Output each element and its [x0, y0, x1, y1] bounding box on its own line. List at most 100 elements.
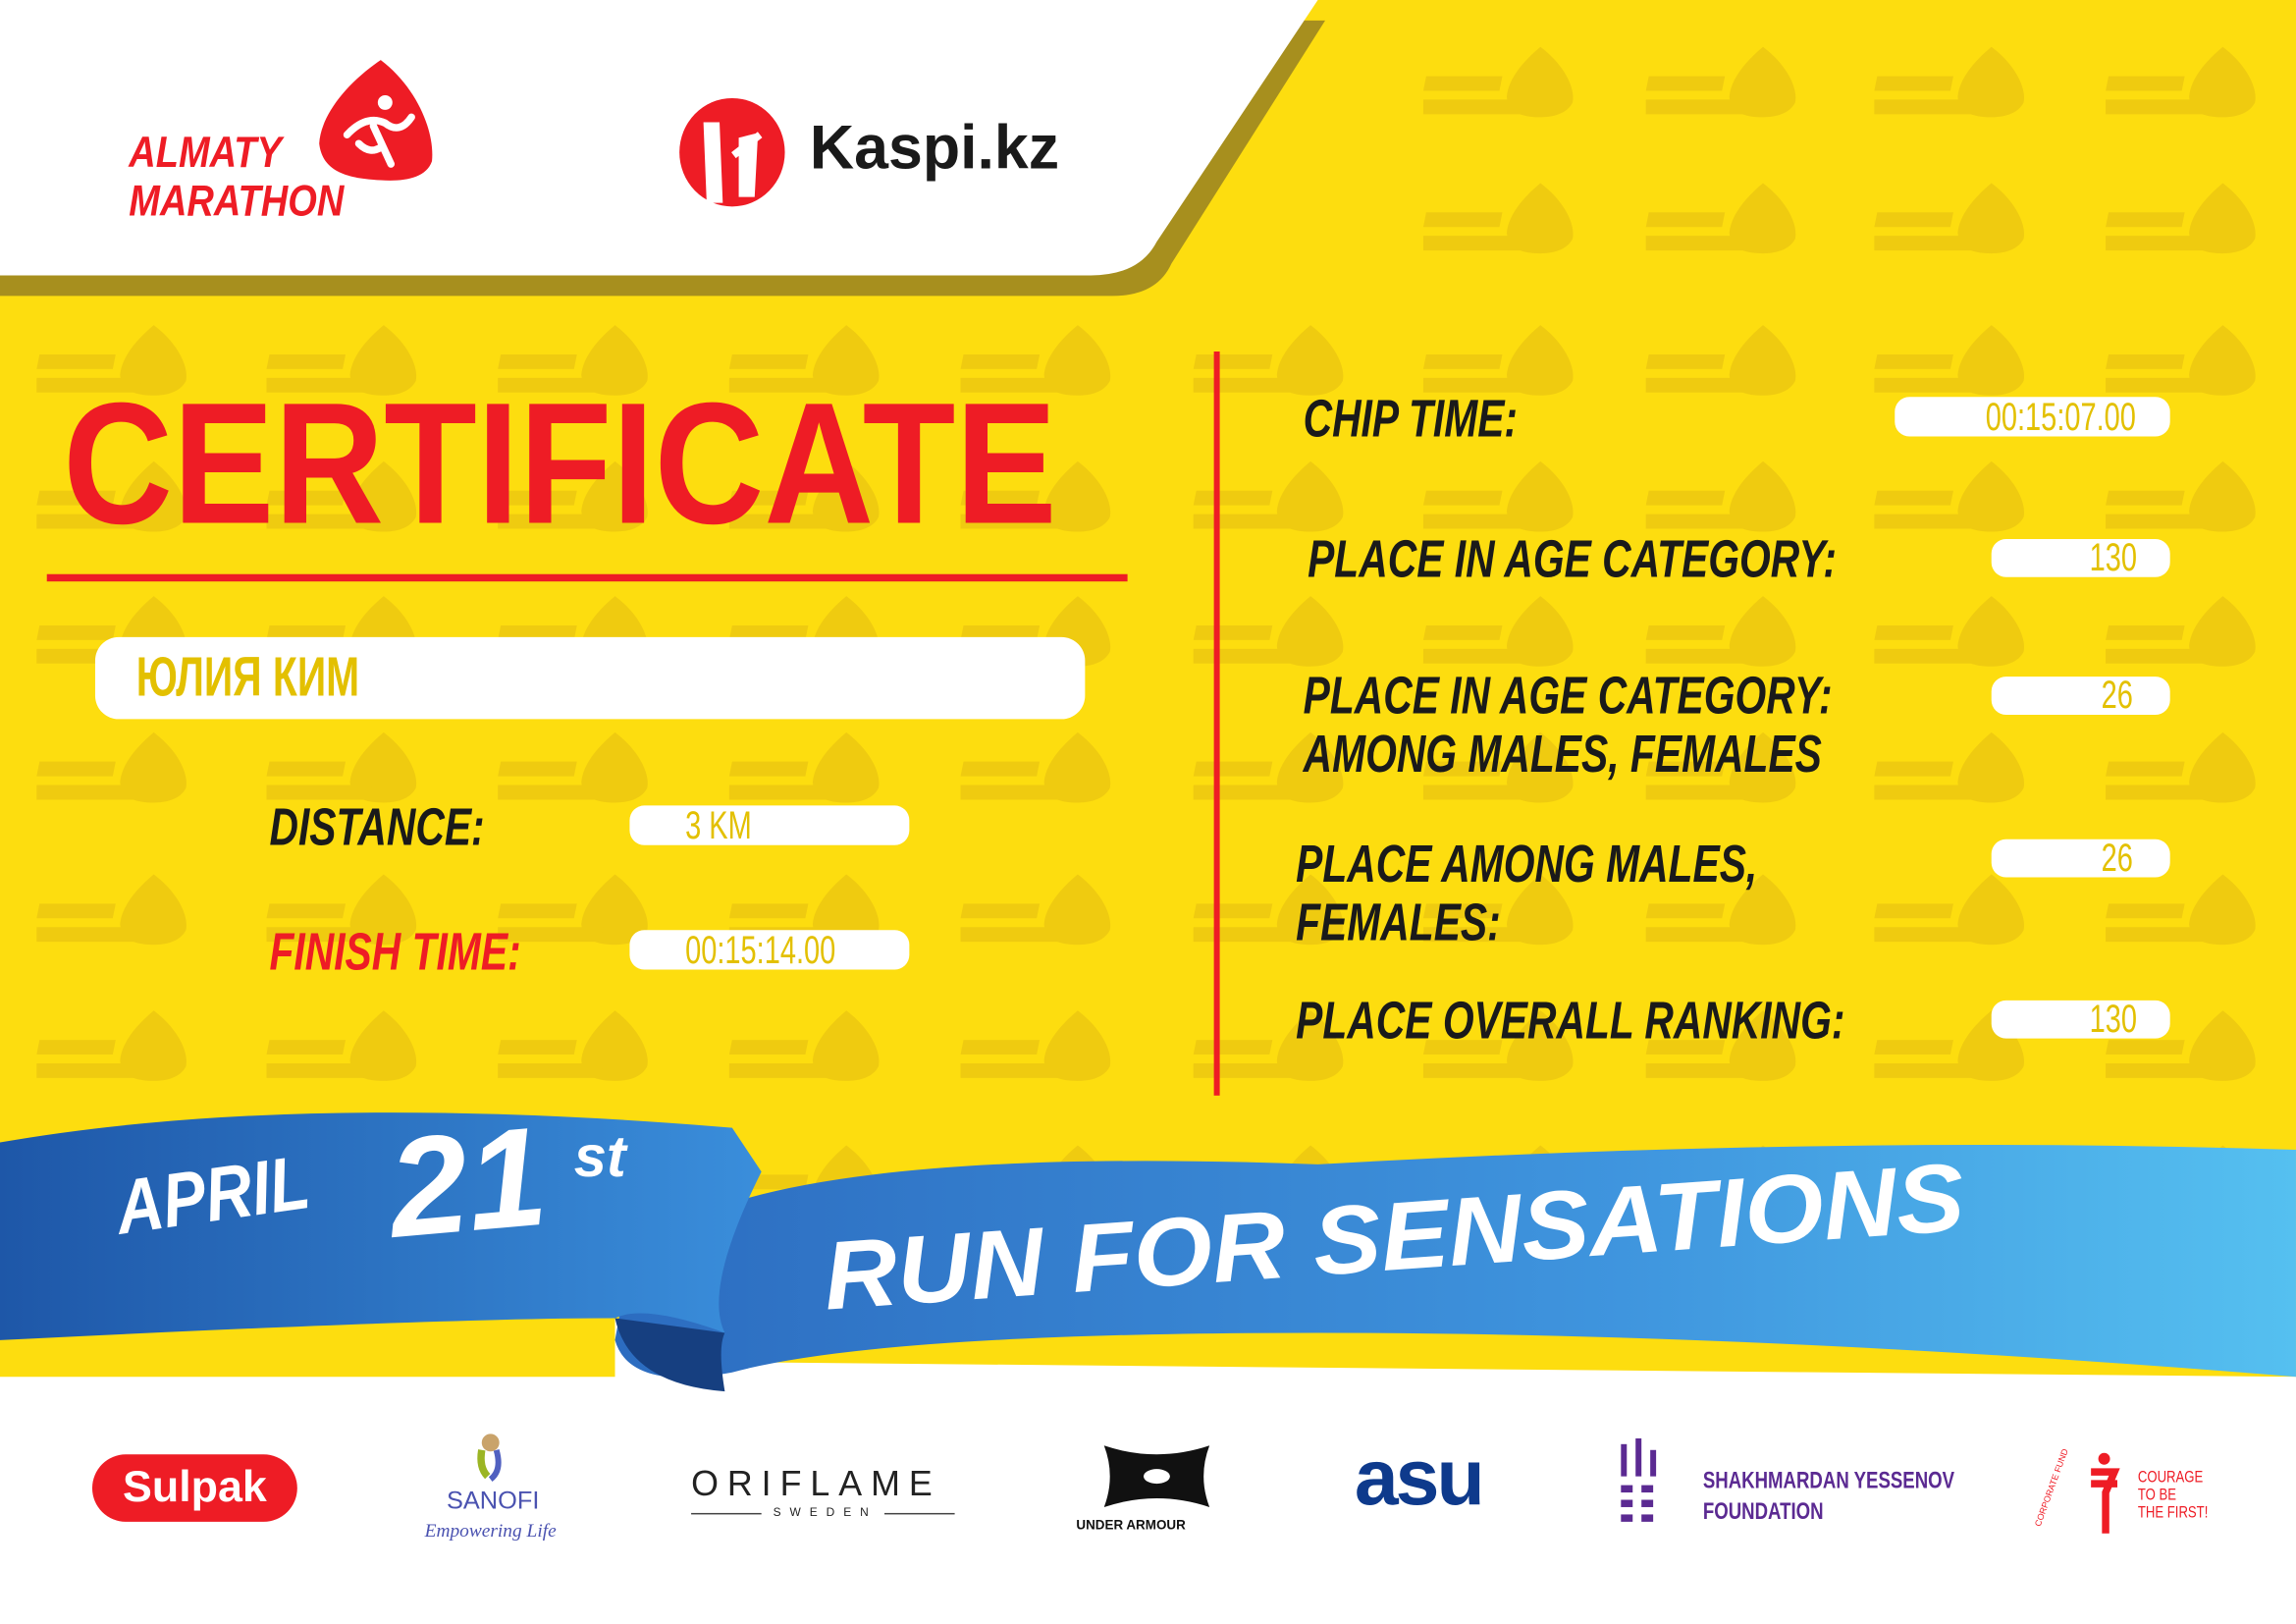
watermark-tile: [960, 874, 1122, 977]
watermark-logo-icon: [36, 731, 187, 803]
watermark-tile: [36, 1010, 197, 1113]
watermark-logo-icon: [2106, 46, 2256, 118]
watermark-tile: [1422, 325, 1584, 428]
distance-label: DISTANCE:: [269, 796, 485, 857]
courage-line1: COURAGE: [2137, 1469, 2204, 1488]
age-category-value-box: 130: [1991, 535, 2170, 579]
watermark-logo-icon: [266, 325, 417, 396]
watermark-logo-icon: [1193, 325, 1344, 396]
distance-value-box: 3 KM: [629, 805, 910, 845]
sanofi-wordmark: SANOFI: [446, 1487, 540, 1515]
watermark-logo-icon: [1422, 183, 1574, 254]
watermark-tile: [36, 460, 197, 565]
watermark-logo-icon: [1645, 460, 1796, 532]
age-gender-label-line2: AMONG MALES, FEMALES: [1303, 723, 1822, 785]
yessenov-foundation-logo: SHAKHMARDAN YESSENOV FOUNDATION: [1618, 1437, 1955, 1527]
participant-name-field: ЮЛИЯ КИМ: [94, 636, 1086, 720]
watermark-logo-icon: [960, 731, 1111, 803]
courage-line2: TO BE: [2137, 1487, 2177, 1504]
gender-place-value: 26: [2101, 836, 2133, 880]
watermark-logo-icon: [1193, 596, 1344, 667]
watermark-tile: [2106, 46, 2267, 150]
sanofi-emblem-icon: [477, 1434, 502, 1483]
watermark-tile: [1193, 874, 1355, 977]
courage-line3: THE FIRST!: [2137, 1503, 2209, 1522]
watermark-logo-icon: [2106, 874, 2256, 946]
gender-place-label-line1: PLACE AMONG MALES,: [1296, 833, 1758, 893]
watermark-logo-icon: [1874, 325, 2024, 396]
age-category-label: PLACE IN AGE CATEGORY:: [1308, 528, 1838, 589]
watermark-tile: [266, 460, 427, 565]
watermark-tile: [728, 731, 890, 836]
watermark-tile: [1645, 46, 1807, 150]
watermark-tile: [1422, 596, 1584, 699]
yessenov-line2: FOUNDATION: [1702, 1499, 1824, 1525]
watermark-logo-icon: [266, 1010, 417, 1081]
watermark-logo-icon: [728, 1010, 880, 1081]
watermark-tile: [2106, 731, 2267, 836]
date-day: 21: [383, 1098, 553, 1269]
watermark-logo-icon: [498, 874, 648, 946]
watermark-tile: [1193, 731, 1355, 836]
chip-time-value-box: 00:15:07.00: [1895, 397, 2170, 437]
watermark-logo-icon: [1422, 460, 1574, 532]
oriflame-rule-right: [883, 1512, 955, 1515]
title-underline: [46, 573, 1128, 582]
runner-drop-icon: [319, 60, 433, 181]
watermark-tile: [1422, 1010, 1584, 1113]
blue-ribbon: [0, 1112, 2296, 1624]
watermark-logo-icon: [1874, 874, 2024, 946]
watermark-tile: [266, 731, 427, 836]
watermark-tile: [728, 325, 890, 428]
watermark-tile: [1874, 325, 2035, 428]
age-gender-value: 26: [2101, 673, 2133, 718]
watermark-tile: [960, 731, 1122, 836]
watermark-tile: [960, 1010, 1122, 1113]
watermark-tile: [2106, 325, 2267, 428]
watermark-tile: [1645, 325, 1807, 428]
sulpak-logo: Sulpak: [91, 1454, 297, 1522]
watermark-tile: [498, 1010, 659, 1113]
oriflame-sub: SWEDEN: [773, 1505, 878, 1519]
logo-text-marathon: MARATHON: [129, 177, 345, 226]
watermark-tile: [2106, 1010, 2267, 1113]
watermark-tile: [1645, 596, 1807, 699]
watermark-logo-icon: [1193, 731, 1344, 803]
watermark-tile: [1874, 731, 2035, 836]
yessenov-line1: SHAKHMARDAN YESSENOV: [1702, 1469, 1955, 1494]
sanofi-tagline: Empowering Life: [424, 1518, 557, 1542]
watermark-logo-icon: [1422, 596, 1574, 667]
watermark-logo-icon: [728, 460, 880, 532]
watermark-logo-icon: [960, 325, 1111, 396]
watermark-tile: [498, 874, 659, 977]
header-panel: [0, 0, 1325, 297]
watermark-tile: [1422, 731, 1584, 836]
watermark-tile: [1193, 460, 1355, 565]
watermark-logo-icon: [1874, 46, 2024, 118]
watermark-logo-icon: [1645, 46, 1796, 118]
watermark-tile: [1193, 596, 1355, 699]
age-category-value: 130: [2089, 535, 2138, 579]
watermark-logo-icon: [960, 874, 1111, 946]
watermark-tile: [266, 874, 427, 977]
watermark-logo-icon: [2106, 325, 2256, 396]
date-suffix: st: [573, 1124, 626, 1190]
overall-ranking-label: PLACE OVERALL RANKING:: [1296, 990, 1845, 1051]
watermark-tile: [498, 460, 659, 565]
watermark-logo-icon: [2106, 596, 2256, 667]
watermark-tile: [266, 1010, 427, 1113]
watermark-logo-icon: [1874, 460, 2024, 532]
watermark-tile: [1645, 183, 1807, 286]
watermark-tile: [1874, 874, 2035, 977]
oriflame-rule-left: [691, 1512, 762, 1515]
watermark-tile: [1874, 460, 2035, 565]
watermark-logo-icon: [498, 460, 648, 532]
divider-line: [1213, 352, 1220, 1096]
watermark-tile: [1422, 460, 1584, 565]
watermark-tile: [498, 731, 659, 836]
watermark-logo-icon: [728, 325, 880, 396]
kaspi-wordmark: Kaspi.kz: [809, 112, 1060, 182]
finish-time-label: FINISH TIME:: [269, 921, 521, 982]
watermark-tile: [2106, 460, 2267, 565]
